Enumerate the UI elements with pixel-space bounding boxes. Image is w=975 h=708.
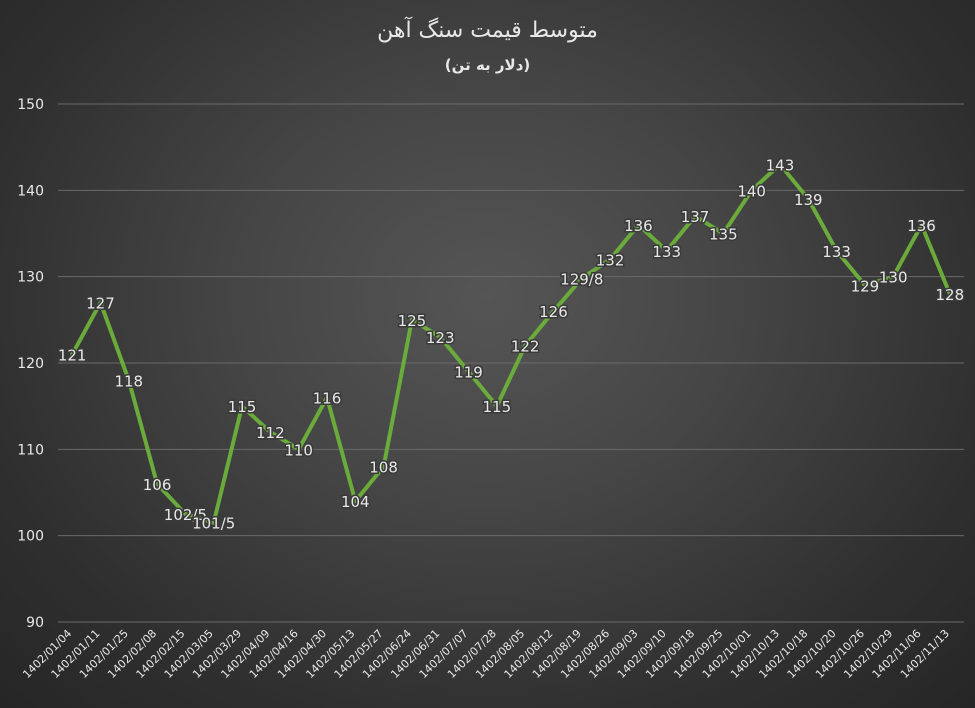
data-label: 122 xyxy=(511,338,540,356)
data-label: 133 xyxy=(652,243,681,261)
data-point xyxy=(721,231,726,236)
data-point xyxy=(183,512,188,517)
data-point xyxy=(126,378,131,383)
series-line xyxy=(70,162,952,525)
data-label: 133 xyxy=(822,243,851,261)
data-label: 104 xyxy=(341,493,370,511)
data-label: 132 xyxy=(596,251,625,269)
data-label: 130 xyxy=(879,269,908,287)
data-point xyxy=(296,447,301,452)
data-point xyxy=(834,248,839,253)
data-label: 119 xyxy=(454,364,483,382)
data-label: 143 xyxy=(766,156,795,174)
data-label: 101/5 xyxy=(192,515,235,533)
data-point xyxy=(693,214,698,219)
data-point xyxy=(324,395,329,400)
data-point xyxy=(636,222,641,227)
data-label: 115 xyxy=(228,398,257,416)
data-point xyxy=(919,222,924,227)
data-point xyxy=(664,248,669,253)
data-point xyxy=(494,404,499,409)
data-label: 121 xyxy=(58,346,87,364)
y-tick-label: 100 xyxy=(17,529,44,545)
chart-title: متوسط قیمت سنگ آهن xyxy=(377,18,598,43)
data-label: 129 xyxy=(851,277,880,295)
y-tick-label: 150 xyxy=(17,97,44,113)
data-point xyxy=(749,188,754,193)
data-point xyxy=(608,257,613,262)
data-label: 106 xyxy=(143,476,172,494)
data-label: 102/5 xyxy=(164,506,207,524)
data-label: 137 xyxy=(681,208,710,226)
data-point xyxy=(353,499,358,504)
chart-subtitle: (دلار به تن) xyxy=(444,56,531,74)
data-point xyxy=(523,343,528,348)
data-point xyxy=(409,317,414,322)
data-label: 129/8 xyxy=(560,270,603,288)
data-label: 115 xyxy=(483,398,512,416)
data-label: 116 xyxy=(313,390,342,408)
y-tick-label: 120 xyxy=(17,356,44,372)
data-point xyxy=(777,162,782,167)
data-point xyxy=(891,274,896,279)
data-point xyxy=(579,276,584,281)
data-label: 123 xyxy=(426,329,455,347)
data-point xyxy=(438,335,443,340)
data-point xyxy=(806,196,811,201)
data-label: 139 xyxy=(794,191,823,209)
data-point xyxy=(268,430,273,435)
gridlines xyxy=(58,103,964,623)
data-label: 140 xyxy=(737,182,766,200)
y-tick-label: 90 xyxy=(26,615,44,631)
data-point xyxy=(466,369,471,374)
data-label: 135 xyxy=(709,226,738,244)
point-group xyxy=(70,162,952,525)
data-point xyxy=(862,283,867,288)
data-point xyxy=(240,404,245,409)
data-label: 127 xyxy=(86,295,115,313)
data-point xyxy=(381,464,386,469)
x-axis: 1402/01/041402/01/111402/01/251402/02/08… xyxy=(20,627,952,681)
data-label: 136 xyxy=(624,217,653,235)
data-label: 110 xyxy=(284,441,313,459)
data-point xyxy=(947,291,952,296)
data-point xyxy=(98,300,103,305)
data-label: 125 xyxy=(398,312,427,330)
data-point xyxy=(551,309,556,314)
data-point xyxy=(70,352,75,357)
data-label: 126 xyxy=(539,303,568,321)
y-tick-label: 140 xyxy=(17,183,44,199)
data-label: 136 xyxy=(907,217,936,235)
data-label: 128 xyxy=(936,286,965,304)
y-axis: 90 100 110 120 130 140 150 xyxy=(17,97,44,631)
data-point xyxy=(155,481,160,486)
y-tick-label: 110 xyxy=(17,442,44,458)
data-label: 118 xyxy=(114,372,143,390)
data-point xyxy=(211,520,216,525)
y-tick-label: 130 xyxy=(17,270,44,286)
data-label: 112 xyxy=(256,424,285,442)
data-label: 108 xyxy=(369,459,398,477)
series-line-group xyxy=(70,162,952,525)
